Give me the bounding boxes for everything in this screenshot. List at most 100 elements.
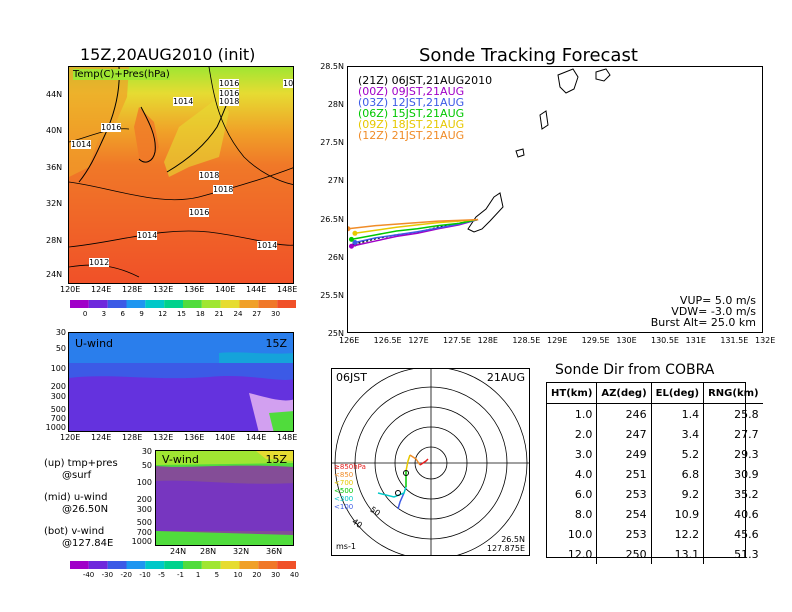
lon-tick: 148E [277,285,298,294]
sonde-direction-table: HT(km) AZ(deg) EL(deg) RNG(km) 1.0 246 1.4… [546,382,763,564]
colorbar-tick: -30 [101,571,114,579]
legend-entry: (00Z) 09JST,21AUG [358,85,465,98]
table-cell: 10.9 [650,504,704,524]
pres-tick: 100 [136,478,152,487]
lon-tick: 124E [91,285,112,294]
pres-tick: 100 [50,364,66,373]
colorbar-tick: -1 [177,571,184,579]
isobar-label: 1014 [137,231,158,240]
table-cell: 35.2 [703,484,763,504]
colorbar-swatch [107,300,127,308]
colorbar-tick: -10 [139,571,151,579]
colorbar-tick: 30 [271,571,281,579]
note-line: (bot) v-wind [44,526,105,537]
table-cell: 45.6 [703,524,763,544]
pres-tick: 50 [55,344,66,353]
table-cell: 247 [596,424,652,444]
note-line: (up) tmp+pres [44,458,118,469]
isobar-label: 1016 [189,208,210,217]
colorbar-tick: 18 [195,310,205,318]
position-lon: 127.875E [486,544,525,553]
table-cell: 10.0 [567,527,593,541]
colorbar-swatch [70,300,89,308]
track-x-tick: 132E [755,336,776,345]
note-line: (mid) u-wind [44,492,108,503]
pres-tick: 300 [50,392,66,401]
level-entry: <850 [334,471,354,479]
hodograph-panel: 06JST 21AUG ≥850hPa <850 <700 <500 <300 … [331,368,530,556]
param-vdw: VDW= -3.0 m/s [671,305,756,318]
note-line: @26.50N [62,504,109,515]
lat-tick: 44N [46,90,63,99]
table-row: 4.0 251 6.8 30.9 [547,464,763,484]
table-cell: 253 [596,484,652,504]
pres-tick: 30 [141,447,152,456]
track-y-tick: 28N [327,100,344,110]
isobar-label: 1014 [257,241,278,250]
table-cell: 3.0 [574,447,593,461]
table-cell: 13.1 [650,544,704,564]
colorbar-tick: 20 [252,571,262,579]
hodo-segment-300 [377,486,407,498]
colorbar-swatch [220,561,240,569]
colorbar-swatch [70,561,89,569]
track-x-tick: 127E [408,336,429,345]
u-wind-time: 15Z [265,337,287,350]
island-coast [557,68,579,94]
lat-tick: 36N [46,163,63,172]
hodo-segment-100 [397,492,405,510]
lon-tick: 136E [184,433,205,442]
table-row: 8.0 254 10.9 40.6 [547,504,763,524]
hodograph-svg [332,369,529,555]
isobar-label: 1016 [219,79,240,88]
level-entry: <100 [334,503,354,511]
table-cell: 25.8 [703,403,763,424]
isobar-label: 1018 [219,97,240,106]
hodo-segment-700 [405,454,411,472]
table-cell: 249 [596,444,652,464]
island-coast [539,110,549,130]
track-x-tick: 131.5E [720,336,749,345]
track-x-tick: 127.5E [443,336,471,345]
track-line [351,218,479,241]
pres-tick: 700 [50,414,66,423]
colorbar-swatch [201,561,221,569]
colorbar-tick: -5 [158,571,166,579]
colorbar-tick: 1 [195,571,201,579]
colorbar-swatch [126,561,146,569]
colorbar-swatch [277,300,296,308]
pres-tick: 1000 [131,537,152,546]
lon-tick: 132E [153,433,174,442]
colorbar-swatch [183,300,202,308]
colorbar-tick: 40 [290,571,299,579]
table-cell: 29.3 [703,444,763,464]
table-cell: 1.0 [574,407,593,421]
track-line [351,218,479,248]
colorbar-swatch [126,300,146,308]
table-cell: 51.3 [703,544,763,564]
table-cell: 27.7 [703,424,763,444]
track-endpoint [352,239,358,245]
lon-tick: 120E [60,433,81,442]
track-x-tick: 126E [339,336,360,345]
note-line: @127.84E [62,538,114,549]
v-wind-svg [156,451,293,545]
lon-tick: 124E [91,433,112,442]
track-endpoint [348,243,354,249]
colorbar-tick: 6 [120,310,125,318]
track-x-tick: 131E [685,336,706,345]
island-coast [595,68,611,82]
pres-tick: 1000 [45,423,66,432]
table-cell: 4.0 [574,467,593,481]
lon-tick: 144E [246,433,267,442]
colorbar-tick: -40 [82,571,95,579]
track-line [348,218,479,230]
colorbar-tick: 9 [139,310,144,318]
track-y-tick: 25.5N [320,290,344,300]
lat-tick: 24N [170,547,187,556]
legend-entry: (06Z) 15JST,21AUG [358,107,465,120]
hodo-units: ms-1 [336,542,356,551]
track-endpoint [348,226,351,232]
lat-tick: 32N [46,199,63,208]
legend-entry: (03Z) 12JST,21AUG [358,96,465,109]
